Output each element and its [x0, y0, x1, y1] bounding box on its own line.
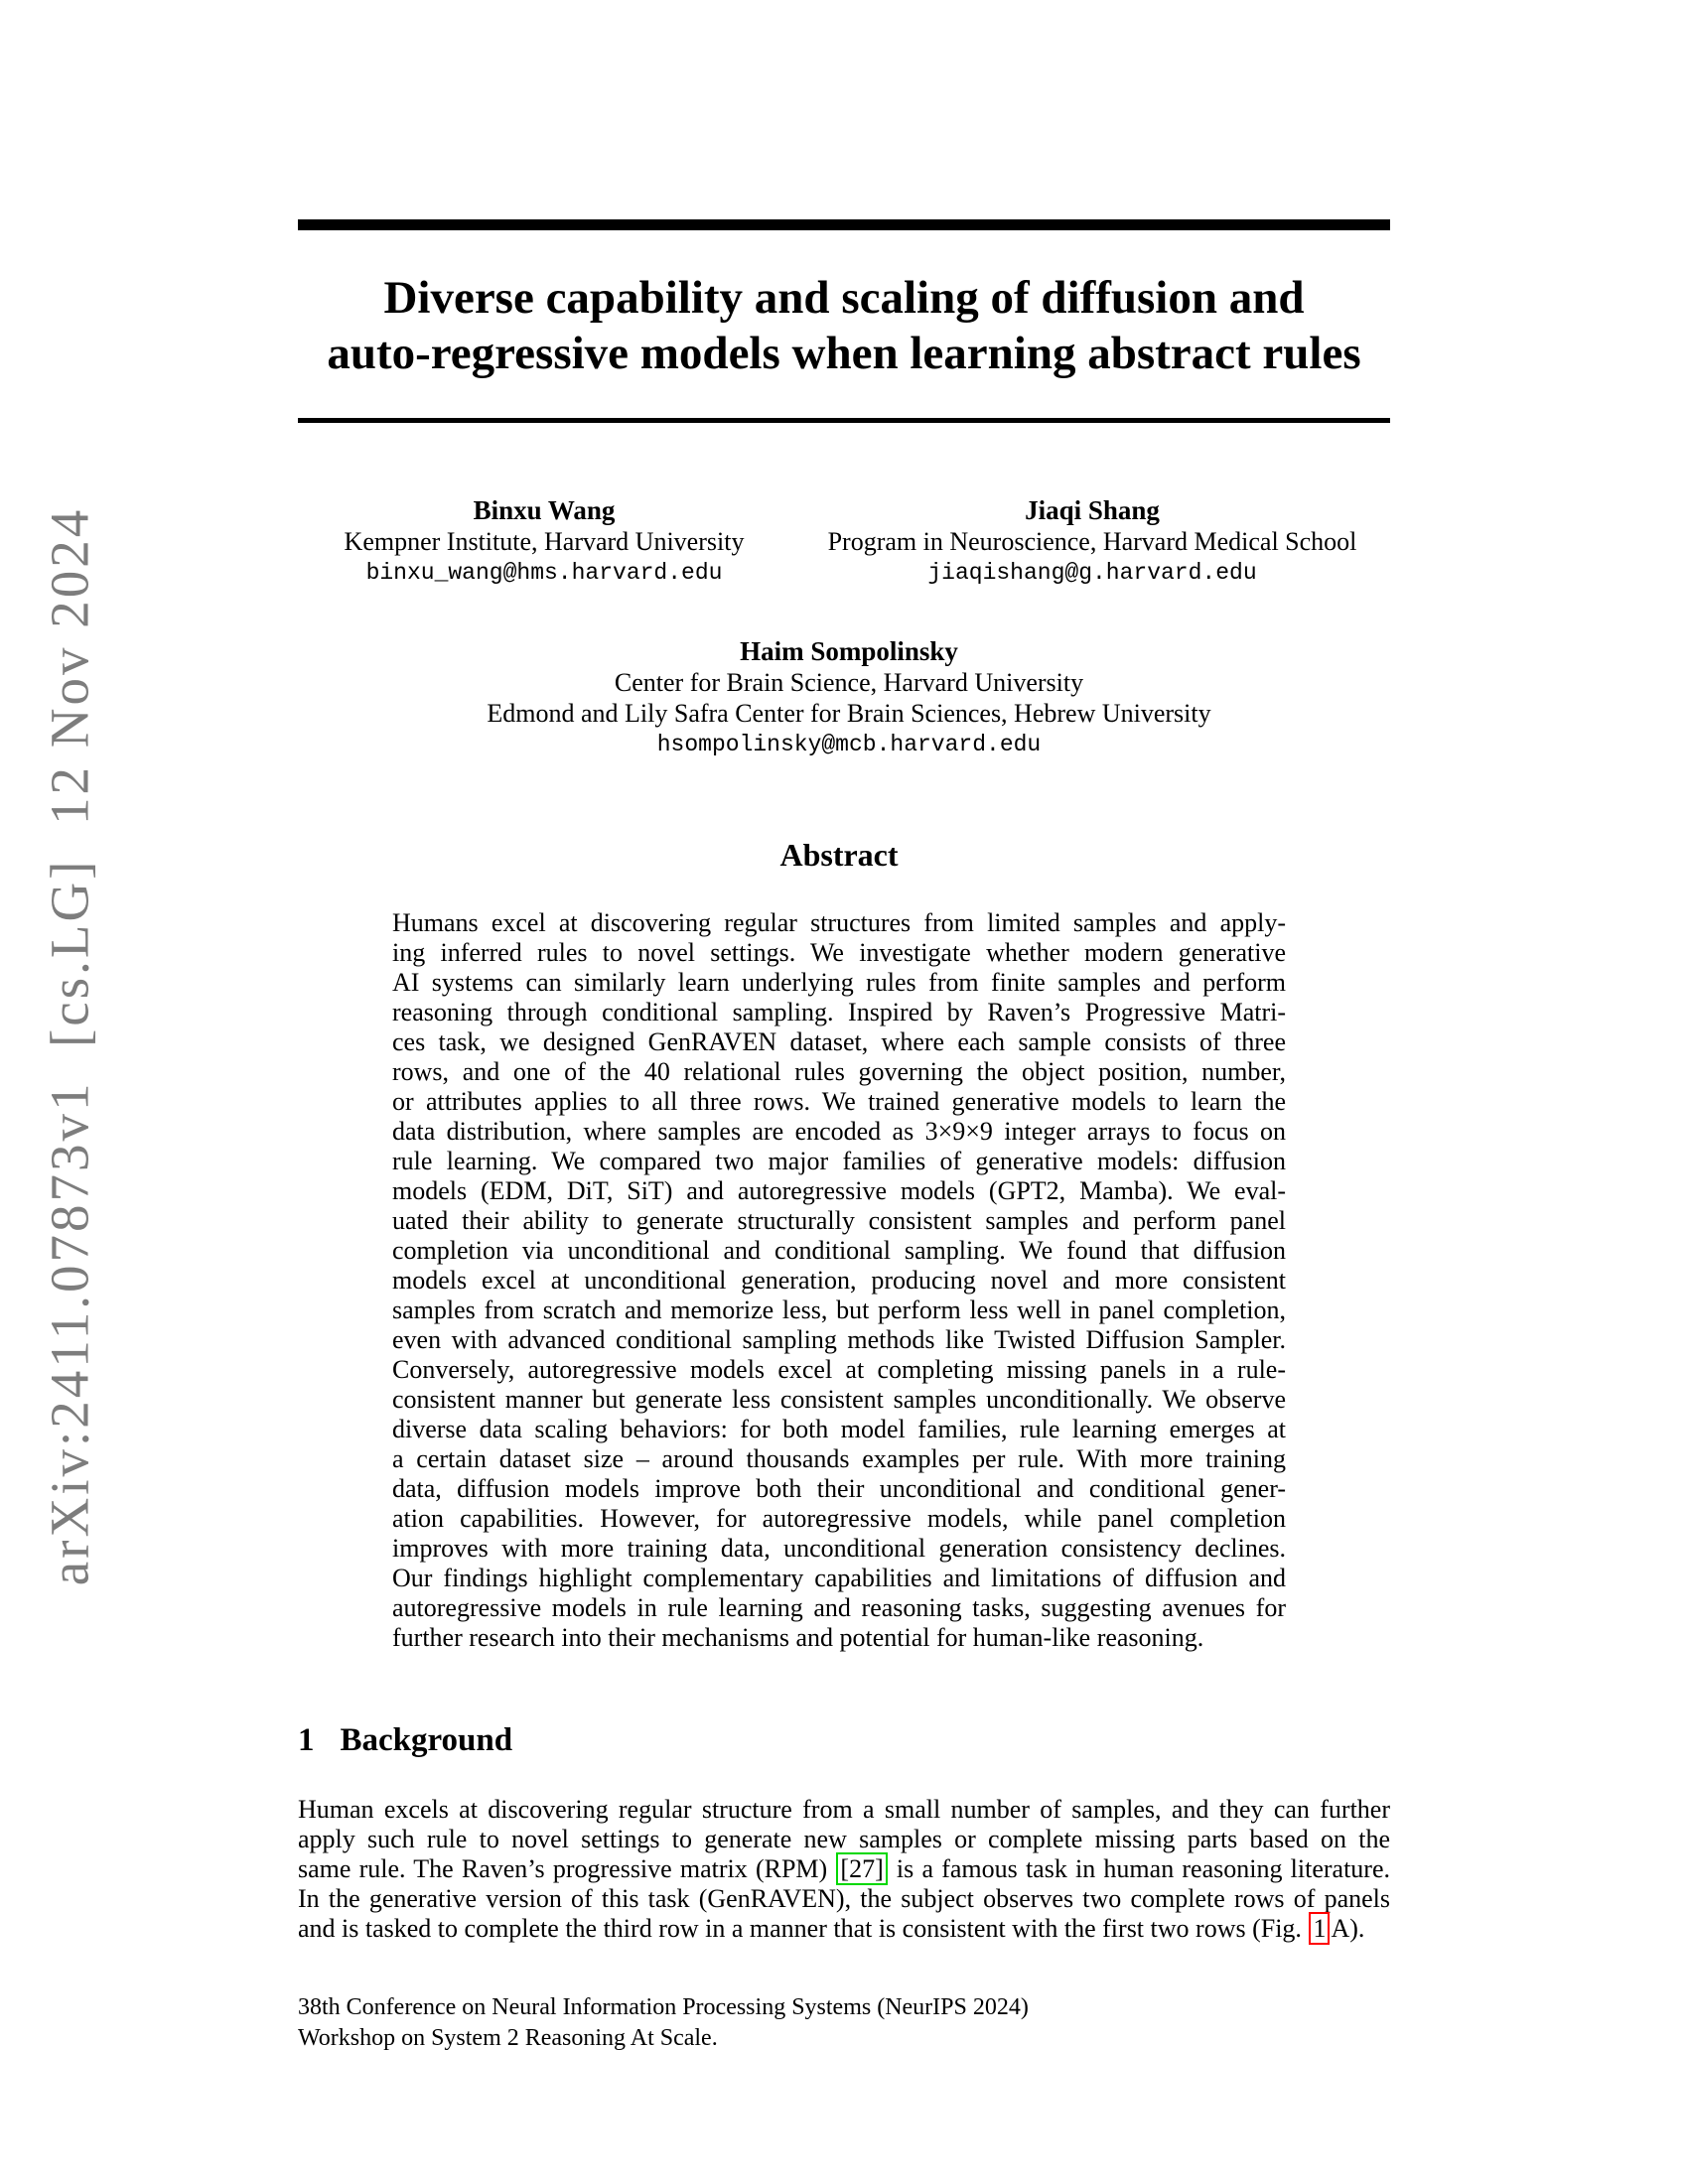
text-line: data, diffusion models improve both thei…: [392, 1474, 1286, 1503]
author-name: Haim Sompolinsky: [740, 636, 958, 666]
text-line: reasoning through conditional sampling. …: [392, 998, 1286, 1026]
section-title: Background: [340, 1722, 513, 1758]
text-line: models excel at unconditional generation…: [392, 1266, 1286, 1295]
text-line: Our findings highlight complementary cap…: [392, 1564, 1286, 1592]
abstract-text: Humans excel at discovering regular stru…: [392, 908, 1286, 1653]
paper-title-line-2: auto-regressive models when learning abs…: [327, 328, 1361, 379]
text-line: AI systems can similarly learn underlyin…: [392, 968, 1286, 997]
author-email: jiaqishang@g.harvard.edu: [927, 560, 1257, 586]
author-affiliation: Edmond and Lily Safra Center for Brain S…: [487, 699, 1211, 728]
text-line: ces task, we designed GenRAVEN dataset, …: [392, 1027, 1286, 1056]
text-line: rule learning. We compared two major fam…: [392, 1147, 1286, 1175]
text-line: a certain dataset size – around thousand…: [392, 1444, 1286, 1473]
author-email: binxu_wang@hms.harvard.edu: [365, 560, 723, 586]
text-line: uated their ability to generate structur…: [392, 1206, 1286, 1235]
section-heading-background: 1 Background: [298, 1722, 512, 1759]
citation-link-27[interactable]: [27]: [836, 1852, 888, 1885]
text-line: Conversely, autoregressive models excel …: [392, 1355, 1286, 1384]
text-line: data distribution, where samples are enc…: [392, 1117, 1286, 1146]
author-email: hsompolinsky@mcb.harvard.edu: [656, 732, 1042, 757]
text-line: and is tasked to complete the third row …: [298, 1912, 1365, 1945]
text-line: autoregressive models in rule learning a…: [392, 1593, 1286, 1622]
title-rule-bottom: [298, 418, 1390, 423]
author-name: Jiaqi Shang: [1025, 495, 1160, 525]
text-line: Human excels at discovering regular stru…: [298, 1795, 1390, 1824]
text-line: further research into their mechanisms a…: [392, 1623, 1204, 1652]
author-affiliation: Center for Brain Science, Harvard Univer…: [614, 668, 1084, 697]
text-line: samples from scratch and memorize less, …: [392, 1296, 1286, 1324]
title-rule-top: [298, 219, 1390, 230]
text-line: even with advanced conditional sampling …: [392, 1325, 1286, 1354]
paper-title: Diverse capability and scaling of diffus…: [298, 270, 1390, 381]
text-line: completion via unconditional and conditi…: [392, 1236, 1286, 1265]
conference-footnote-line-2: Workshop on System 2 Reasoning At Scale.: [298, 2025, 718, 2051]
author-block-jiaqi-shang: Jiaqi Shang Program in Neuroscience, Har…: [828, 495, 1357, 589]
section-number: 1: [298, 1722, 315, 1758]
abstract-heading: Abstract: [779, 837, 899, 873]
text-line: In the generative version of this task (…: [298, 1884, 1390, 1913]
text-line: ing inferred rules to novel settings. We…: [392, 938, 1286, 967]
author-block-haim-sompolinsky: Haim Sompolinsky Center for Brain Scienc…: [487, 636, 1210, 760]
text-line: improves with more training data, uncond…: [392, 1534, 1286, 1563]
text-line: apply such rule to novel settings to gen…: [298, 1825, 1390, 1853]
figure-ref-link-1[interactable]: 1: [1309, 1912, 1331, 1945]
author-name: Binxu Wang: [473, 495, 616, 525]
text-line: models (EDM, DiT, SiT) and autoregressiv…: [392, 1176, 1286, 1205]
conference-footnote-line-1: 38th Conference on Neural Information Pr…: [298, 1994, 1029, 2020]
author-affiliation: Program in Neuroscience, Harvard Medical…: [827, 527, 1357, 556]
author-affiliation: Kempner Institute, Harvard University: [344, 527, 745, 556]
arxiv-watermark: arXiv:2411.07873v1 [cs.LG] 12 Nov 2024: [39, 506, 100, 1586]
background-paragraph: Human excels at discovering regular stru…: [298, 1795, 1391, 1945]
text-line: or attributes applies to all three rows.…: [392, 1087, 1286, 1116]
text-line: diverse data scaling behaviors: for both…: [392, 1415, 1286, 1443]
conference-footnote: 38th Conference on Neural Information Pr…: [298, 1992, 1029, 2054]
text-line: consistent manner but generate less cons…: [392, 1385, 1286, 1414]
text-line: rows, and one of the 40 relational rules…: [392, 1057, 1286, 1086]
author-block-binxu-wang: Binxu Wang Kempner Institute, Harvard Un…: [345, 495, 745, 589]
text-line: ation capabilities. However, for autoreg…: [392, 1504, 1286, 1533]
text-line: Humans excel at discovering regular stru…: [392, 908, 1286, 937]
text-line: same rule. The Raven’s progressive matri…: [298, 1852, 1391, 1885]
paper-title-line-1: Diverse capability and scaling of diffus…: [383, 272, 1305, 324]
